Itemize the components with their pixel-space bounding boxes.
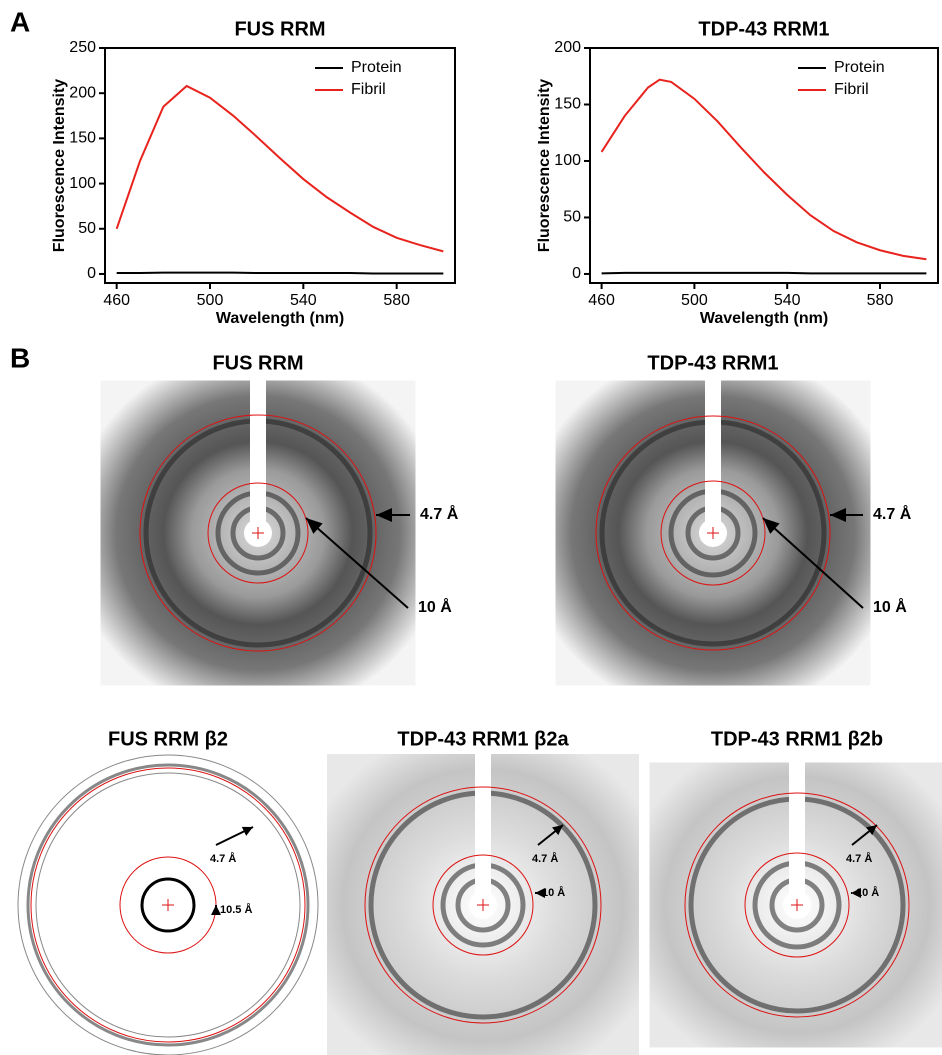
y-tick-label: 150 <box>554 96 581 113</box>
diffraction-ring <box>26 763 310 1047</box>
data-line <box>600 78 927 261</box>
annotation: 4.7 Å <box>532 852 558 865</box>
beamstop <box>475 754 491 905</box>
diffraction-ring <box>35 772 301 1038</box>
arrow-head <box>241 826 253 836</box>
annotation: 10 Å <box>542 886 565 899</box>
arrow-head <box>851 888 861 898</box>
calibration-ring <box>595 415 831 651</box>
calibration-ring <box>684 792 910 1018</box>
arrow-shaft <box>305 517 409 609</box>
diffraction-ring <box>140 877 196 933</box>
y-tick-label: 50 <box>563 209 581 226</box>
annotation: 10 Å <box>418 597 452 616</box>
arrow-head <box>830 508 846 522</box>
y-tick-label: 100 <box>69 175 96 192</box>
y-tick-label: 0 <box>87 265 96 282</box>
calibration-ring <box>364 786 602 1024</box>
x-tick-label: 540 <box>290 292 317 309</box>
annotation: 4.7 Å <box>420 504 459 523</box>
calibration-ring <box>139 414 377 652</box>
arrow-head <box>376 508 392 522</box>
annotation: 4.7 Å <box>210 852 236 865</box>
calibration-ring <box>744 852 850 958</box>
y-tick-label: 100 <box>554 152 581 169</box>
arrow-head <box>211 905 221 915</box>
panel-label: A <box>10 6 30 37</box>
center-mark <box>252 527 264 539</box>
calibration-ring <box>30 767 306 1043</box>
panel-title: TDP-43 RRM1 β2b <box>711 728 883 750</box>
x-tick-label: 500 <box>197 292 224 309</box>
plot-frame <box>589 47 939 284</box>
plot-frame <box>104 47 456 284</box>
y-tick-label: 50 <box>78 220 96 237</box>
x-tick-label: 460 <box>588 292 615 309</box>
y-axis-label: Fluorescence Intensity <box>51 79 68 252</box>
legend-label: Protein <box>351 59 402 76</box>
annotation: 10 Å <box>873 597 907 616</box>
arrow-head <box>552 825 563 836</box>
diffraction-image <box>649 762 942 1048</box>
x-axis-label: Wavelength (nm) <box>700 310 828 327</box>
beamstop <box>705 380 721 533</box>
x-tick-label: 580 <box>383 292 410 309</box>
y-tick-label: 0 <box>572 265 581 282</box>
x-tick-label: 580 <box>867 292 894 309</box>
legend-label: Fibril <box>351 81 386 98</box>
diffraction-image <box>327 754 639 1055</box>
beamstop <box>789 762 805 905</box>
data-line <box>601 271 927 275</box>
data-line <box>115 84 444 253</box>
legend-label: Fibril <box>834 81 869 98</box>
x-tick-label: 460 <box>103 292 130 309</box>
y-tick-label: 200 <box>69 84 96 101</box>
calibration-ring <box>207 482 309 584</box>
panel-title: FUS RRM β2 <box>108 728 228 750</box>
y-tick-label: 250 <box>69 39 96 56</box>
beamstop <box>250 380 266 533</box>
panel-title: FUS RRM <box>212 352 303 374</box>
annotation: 10.5 Å <box>220 903 252 916</box>
chart-title: FUS RRM <box>234 18 325 40</box>
diffraction-image <box>10 752 326 1055</box>
panel-title: TDP-43 RRM1 <box>647 352 778 374</box>
legend-label: Protein <box>834 59 885 76</box>
panel-title: TDP-43 RRM1 β2a <box>397 728 569 750</box>
y-tick-label: 150 <box>69 130 96 147</box>
x-tick-label: 500 <box>681 292 708 309</box>
y-axis-label: Fluorescence Intensity <box>536 79 553 252</box>
center-mark <box>477 899 489 911</box>
x-tick-label: 540 <box>774 292 801 309</box>
annotation: 4.7 Å <box>846 852 872 865</box>
panel-label: B <box>10 342 30 373</box>
center-mark <box>707 527 719 539</box>
center-mark <box>162 899 174 911</box>
arrow-head <box>866 825 877 836</box>
chart-title: TDP-43 RRM1 <box>698 18 829 40</box>
x-axis-label: Wavelength (nm) <box>216 310 344 327</box>
y-tick-label: 200 <box>554 39 581 56</box>
diffraction-image <box>100 380 416 686</box>
calibration-ring <box>660 480 766 586</box>
diffraction-image <box>555 380 871 686</box>
diffraction-ring <box>17 754 319 1055</box>
data-line <box>116 271 444 275</box>
arrow-head <box>535 888 545 898</box>
annotation: 10 Å <box>856 886 879 899</box>
arrow-head <box>763 518 780 534</box>
center-mark <box>791 899 803 911</box>
arrow-head <box>306 518 323 534</box>
arrow-shaft <box>762 517 864 609</box>
annotation: 4.7 Å <box>873 504 912 523</box>
calibration-ring <box>432 854 534 956</box>
